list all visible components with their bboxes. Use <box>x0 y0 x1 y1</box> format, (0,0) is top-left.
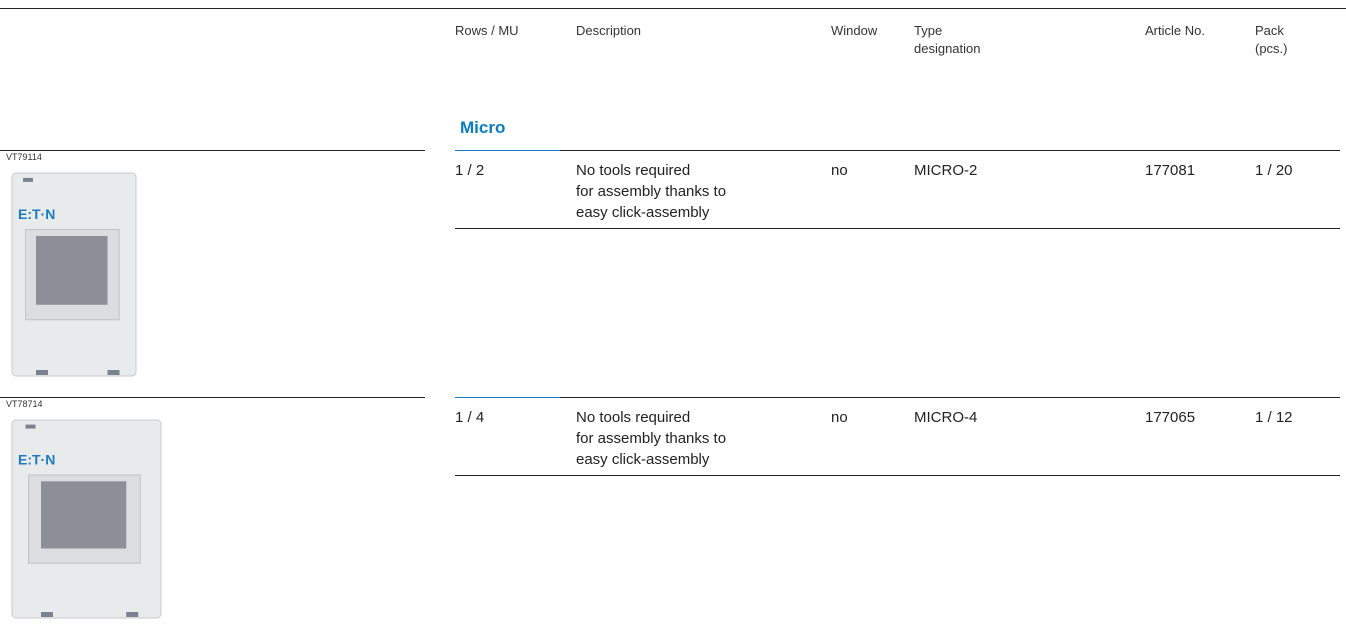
column-header: Article No. <box>1145 23 1205 38</box>
cell-window: no <box>831 162 848 179</box>
image-code: VT79114 <box>6 152 42 162</box>
cell-rows-mu: 1 / 2 <box>455 162 485 179</box>
top-rule <box>0 8 1346 9</box>
cell-description: for assembly thanks to <box>576 183 727 200</box>
cell-description: easy click-assembly <box>576 451 710 468</box>
product-image: E:T·N <box>11 419 162 619</box>
column-header: Pack <box>1255 23 1284 38</box>
row-rule <box>560 397 1340 398</box>
row-end-rule <box>455 475 1340 476</box>
row-rule <box>560 150 1340 151</box>
column-header: Window <box>831 23 878 38</box>
row-rule <box>455 150 560 151</box>
column-header: (pcs.) <box>1255 41 1288 56</box>
row-rule <box>455 397 560 398</box>
cell-description: No tools required <box>576 162 691 179</box>
column-header: Rows / MU <box>455 23 519 38</box>
cell-window: no <box>831 409 848 426</box>
row-end-rule <box>455 228 1340 229</box>
cell-description: easy click-assembly <box>576 204 710 221</box>
cell-pack: 1 / 12 <box>1255 409 1293 426</box>
logo: E:T·N <box>18 206 55 222</box>
cell-article: 177081 <box>1145 162 1196 179</box>
column-header: Description <box>576 23 642 38</box>
column-header: designation <box>914 41 981 56</box>
cell-pack: 1 / 20 <box>1255 162 1293 179</box>
cell-article: 177065 <box>1145 409 1196 426</box>
product-image: E:T·N <box>11 172 137 377</box>
cell-type: MICRO-4 <box>914 409 978 426</box>
cell-type: MICRO-2 <box>914 162 978 179</box>
cell-description: No tools required <box>576 409 691 426</box>
image-code: VT78714 <box>6 399 43 409</box>
image-rule <box>0 150 425 151</box>
section-title: Micro <box>460 118 506 137</box>
column-header: Type <box>914 23 943 38</box>
image-rule <box>0 397 425 398</box>
logo: E:T·N <box>18 452 55 468</box>
cell-description: for assembly thanks to <box>576 430 727 447</box>
cell-rows-mu: 1 / 4 <box>455 409 485 426</box>
